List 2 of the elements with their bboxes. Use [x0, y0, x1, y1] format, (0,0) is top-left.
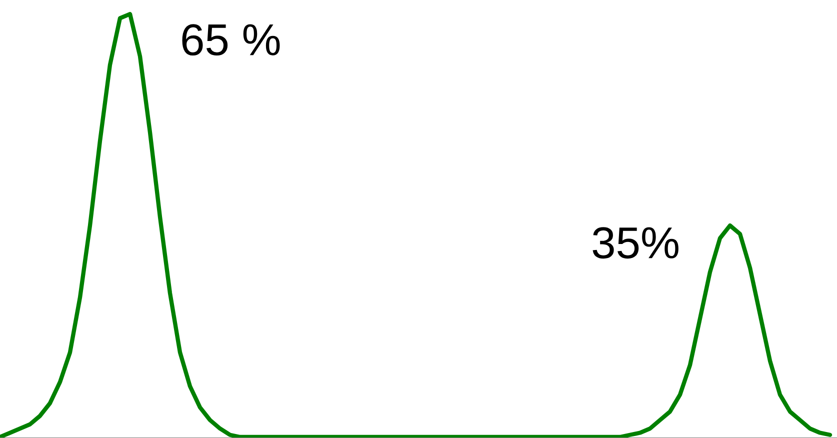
annotation: 65 % [182, 24, 280, 56]
annotation: 35% [592, 227, 678, 259]
